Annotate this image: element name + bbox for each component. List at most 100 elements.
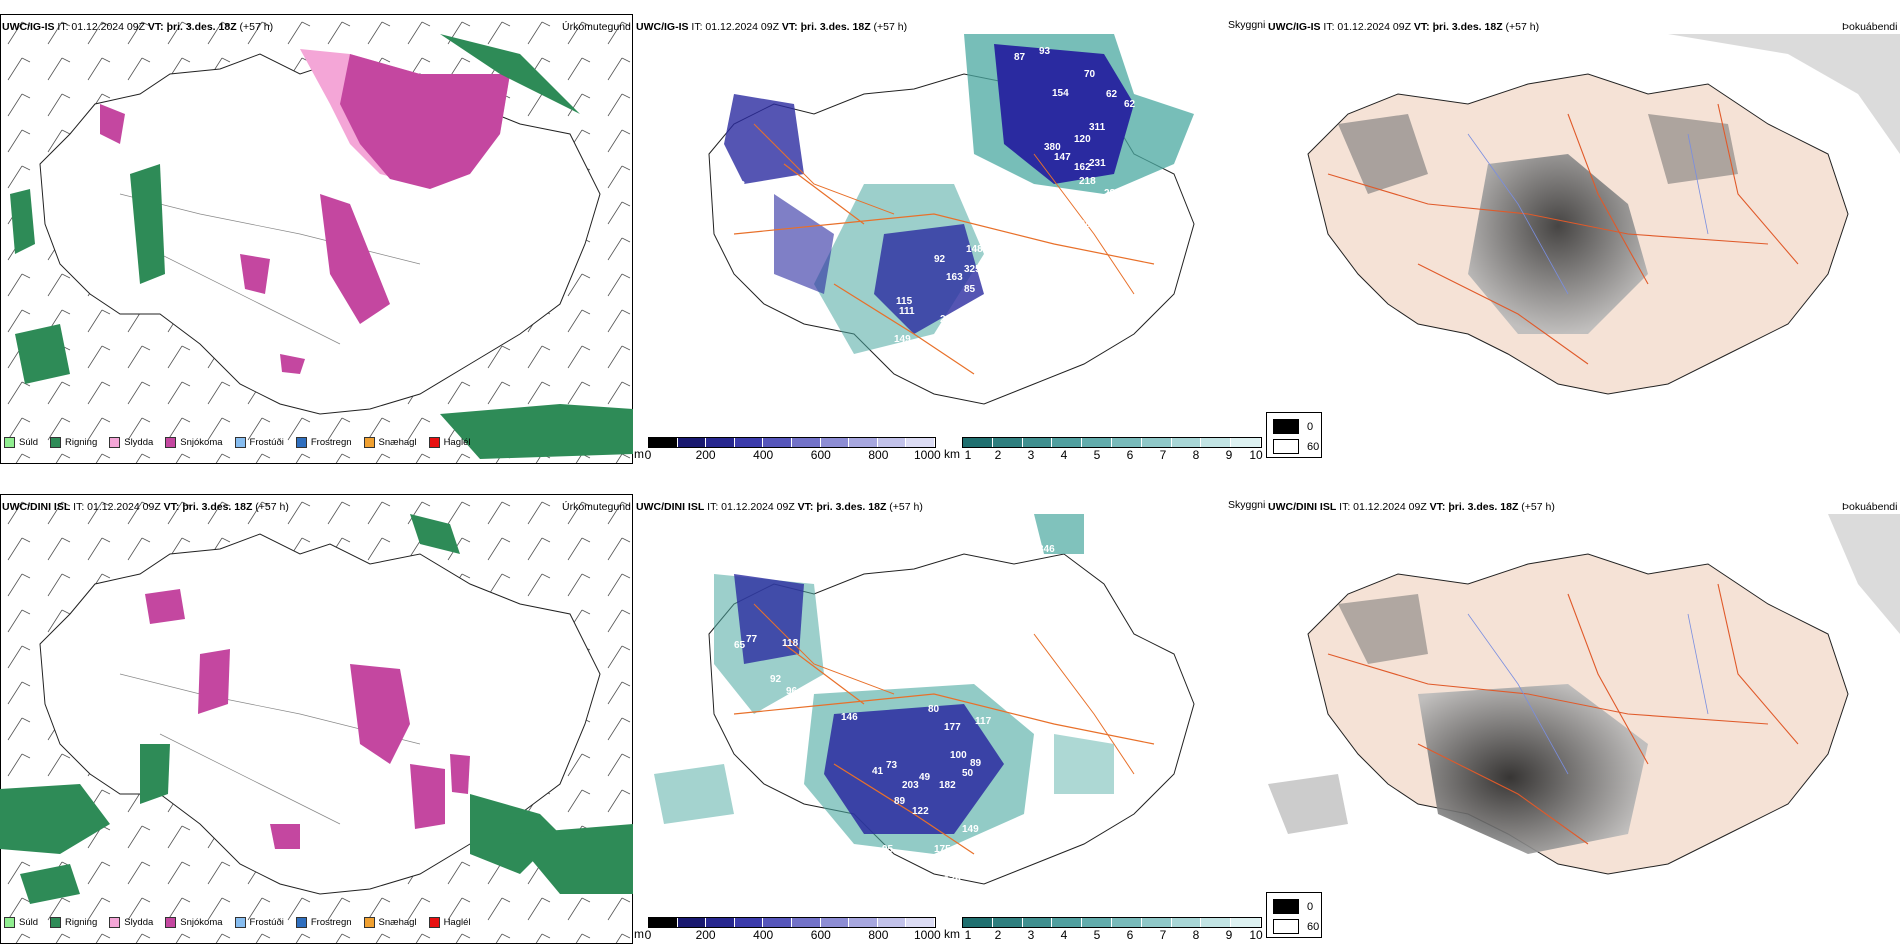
visibility-colorbar-row1: km 1 2 3 4 5 6 7 8 9 10 — [944, 437, 1263, 462]
tick: 8 — [1192, 928, 1200, 942]
fog-title-row2: UWC/DINI ISL IT: 01.12.2024 09Z VT: þri.… — [1268, 501, 1555, 513]
cloudbase-value-label: 70 — [1084, 69, 1096, 80]
cloudbase-value-label: 218 — [1079, 176, 1096, 187]
cloudbase-value-label: 85 — [964, 284, 976, 295]
cloudbase-value-label: 250 — [1144, 184, 1161, 195]
cloudbase-bar — [648, 437, 936, 448]
cloudbase-value-label: 143 — [1122, 196, 1139, 207]
cloudbase-value-label: 100 — [974, 320, 991, 331]
legend-item-slydda: Slydda — [109, 437, 153, 448]
legend-item-sudl: Súld — [4, 437, 38, 448]
legend-item-frostregn: Frostregn — [295, 917, 352, 928]
tick: 4 — [1060, 448, 1068, 462]
map-number-labels-row2: 346 147 65 77 118 92 96 146 69 80 177 117 100 89 50 73 4… — [634, 514, 1267, 934]
tick: 7 — [1159, 448, 1167, 462]
cloud-title-row2: UWC/DINI ISL IT: 01.12.2024 09Z VT: þri.… — [636, 501, 923, 513]
precip-title-row1: UWC/IG-IS IT: 01.12.2024 09Z VT: þri. 3.… — [2, 21, 274, 33]
cloudbase-value-label: 49 — [919, 772, 931, 783]
cloudbase-value-label: 147 — [1046, 572, 1063, 583]
precip-legend-row2: Súld Rigning Slydda Snjókoma Frostúði Fr… — [4, 917, 483, 928]
cloudbase-value-label: 69 — [786, 740, 798, 751]
legend-item-rigning: Rigning — [50, 917, 97, 928]
cloudbase-value-label: 96 — [786, 686, 798, 697]
cloudbase-value-label: 62 — [894, 904, 906, 915]
fog-legend-row2: 0 60 — [1266, 892, 1322, 938]
map-number-labels-row1: 87 93 154 70 62 62 120 311 380 147 162 231 218 281 250… — [634, 34, 1267, 454]
cloudbase-value-label: 196 — [704, 872, 721, 883]
cloudbase-value-label: 115 — [896, 296, 913, 307]
precip-title-row2: UWC/DINI ISL IT: 01.12.2024 09Z VT: þri.… — [2, 501, 289, 513]
tick: 4 — [1060, 928, 1068, 942]
tick: 10 — [1249, 448, 1263, 462]
visibility-bar — [962, 917, 1262, 928]
cloudbase-value-label: 33 — [842, 396, 854, 407]
tick: 9 — [1225, 928, 1233, 942]
fog-legend-item-60: 60 — [1273, 439, 1319, 454]
cloudbase-value-label: 92 — [770, 674, 782, 685]
fog-title-row1: UWC/IG-IS IT: 01.12.2024 09Z VT: þri. 3.… — [1268, 21, 1540, 33]
tick: 0 — [644, 928, 652, 942]
cloudbase-value-label: 122 — [912, 806, 929, 817]
precip-legend-row1: Súld Rigning Slydda Snjókoma Frostúði Fr… — [4, 437, 483, 448]
cloudbase-value-label: 149 — [962, 824, 979, 835]
legend-item-snjokoma: Snjókoma — [165, 437, 223, 448]
legend-item-frostudi: Frostúði — [234, 917, 284, 928]
visibility-bar — [962, 437, 1262, 448]
legend-item-snaehagl: Snæhagl — [363, 917, 417, 928]
cloudbase-unit: m — [634, 927, 644, 941]
cloudbase-value-label: 146 — [841, 712, 858, 723]
cloudbase-value-label: 89 — [894, 796, 906, 807]
cloudbase-value-label: 96 — [946, 402, 958, 413]
legend-item-haglel: Haglél — [428, 917, 471, 928]
cloud-right-title-row2: Skyggni — [1228, 499, 1266, 511]
precip-type-map-row2 — [0, 495, 633, 943]
tick: 400 — [753, 448, 774, 462]
cloudbase-value-label: 100 — [950, 750, 967, 761]
tick: 6 — [1126, 928, 1134, 942]
cloudbase-value-label: 77 — [746, 634, 758, 645]
tick: 3 — [1027, 928, 1035, 942]
cloudbase-value-label: 136 — [944, 874, 961, 885]
legend-item-frostregn: Frostregn — [295, 437, 352, 448]
cloudbase-value-label: 262 — [940, 314, 957, 325]
fog-indicator-map-row2 — [1268, 514, 1900, 875]
legend-item-sudl: Súld — [4, 917, 38, 928]
cloudbase-value-label: 188 — [960, 416, 977, 427]
cloudbase-value-label: 203 — [902, 780, 919, 791]
cloudbase-value-label: 107 — [952, 336, 969, 347]
tick: 7 — [1159, 928, 1167, 942]
cloudbase-colorbar-row1: m 0 200 400 600 800 1000 — [634, 437, 941, 462]
tick: 2 — [994, 448, 1002, 462]
legend-item-frostudi: Frostúði — [234, 437, 284, 448]
cloudbase-value-label: 163 — [946, 272, 963, 283]
fog-indicator-map-row1 — [1307, 34, 1900, 395]
cloudbase-value-label: 476 — [914, 876, 931, 887]
cloudbase-value-label: 46 — [994, 334, 1006, 345]
tick: 2 — [994, 928, 1002, 942]
cloudbase-value-label: 73 — [734, 180, 746, 191]
tick: 1000 — [914, 448, 941, 462]
cloudbase-value-label: 138 — [1074, 219, 1091, 230]
cloudbase-value-label: 84 — [1124, 196, 1136, 207]
cloudbase-value-label: 311 — [1089, 122, 1106, 133]
tick: 1 — [964, 448, 972, 462]
tick: 1000 — [914, 928, 941, 942]
tick: 400 — [753, 928, 774, 942]
cloudbase-value-label: 87 — [1014, 52, 1026, 63]
tick: 9 — [1225, 448, 1233, 462]
cloudbase-value-label: 325 — [964, 264, 981, 275]
legend-item-haglel: Haglél — [428, 437, 471, 448]
legend-item-snjokoma: Snjókoma — [165, 917, 223, 928]
tick: 600 — [810, 448, 831, 462]
cloudbase-value-label: 50 — [962, 768, 974, 779]
tick: 800 — [868, 928, 889, 942]
cloudbase-value-label: 148 — [966, 244, 983, 255]
tick: 800 — [868, 448, 889, 462]
cloudbase-value-label: 159 — [999, 840, 1016, 851]
cloudbase-value-label: 177 — [944, 722, 961, 733]
cloudbase-value-label: 73 — [886, 760, 898, 771]
fog-panel-row1 — [1268, 34, 1900, 454]
cloudbase-value-label: 65 — [734, 640, 746, 651]
visibility-unit: km — [944, 447, 960, 461]
tick: 6 — [1126, 448, 1134, 462]
